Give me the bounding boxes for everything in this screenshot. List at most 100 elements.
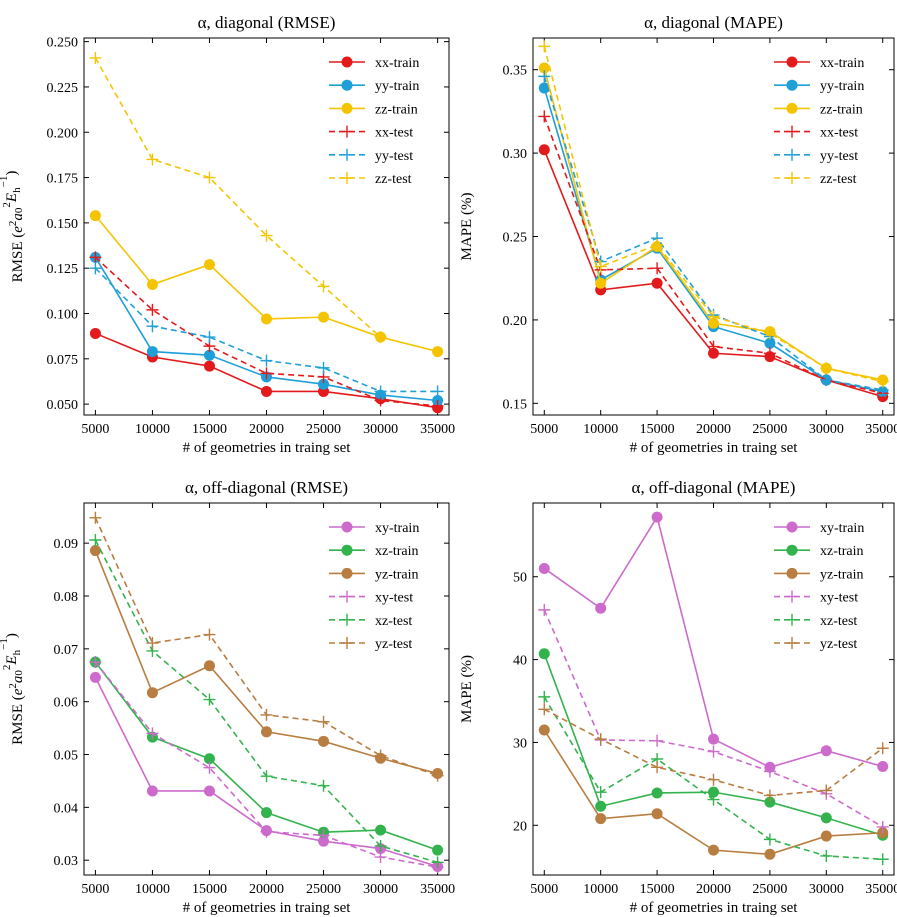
legend-marker <box>341 590 353 603</box>
legend-label: zz-test <box>820 172 857 187</box>
data-point-xy-test <box>89 656 102 669</box>
legend-marker <box>786 172 798 184</box>
legend-label: xx-train <box>820 56 864 71</box>
y-tick-label: 0.050 <box>47 398 79 413</box>
data-point-zz-test <box>820 362 833 375</box>
legend-label: zz-test <box>375 172 412 187</box>
legend-marker <box>341 172 353 184</box>
y-tick-label: 0.09 <box>54 537 79 552</box>
data-point-yz-train <box>203 660 215 672</box>
data-point-zz-test <box>876 375 889 388</box>
y-tick-label: 0.35 <box>503 64 528 79</box>
data-point-xx-test <box>146 303 159 316</box>
data-point-zz-test <box>260 229 273 242</box>
data-point-xz-test <box>431 856 444 869</box>
data-point-zz-test <box>203 171 216 184</box>
legend-marker <box>786 79 798 91</box>
data-point-xy-train <box>820 745 832 757</box>
x-tick-label: 15000 <box>192 882 227 897</box>
data-point-xx-train <box>89 327 101 339</box>
data-point-yz-test <box>146 637 159 650</box>
chart-panel-3: α, off-diagonal (RMSE) 5000 10000 15000 2000… <box>0 478 455 916</box>
x-tick-label: 30000 <box>363 422 398 437</box>
data-point-yz-train <box>538 724 550 736</box>
x-tick-label: 25000 <box>752 422 787 437</box>
data-point-xz-test <box>820 849 833 862</box>
y-axis-unit-part: E <box>4 655 20 665</box>
data-point-zz-train <box>146 279 158 290</box>
data-point-zz-test <box>594 260 607 273</box>
legend-marker <box>341 544 353 556</box>
series-zz-test <box>89 51 387 344</box>
data-point-yz-train <box>89 545 101 557</box>
legend-marker <box>786 148 798 161</box>
y-tick-label: 0.03 <box>54 854 79 869</box>
y-tick-label: 40 <box>513 654 527 669</box>
axes-frame <box>532 37 895 416</box>
data-point-yy-train <box>538 82 550 94</box>
axes-frame <box>83 37 450 416</box>
legend-label: xx-train <box>375 56 419 71</box>
x-axis-label: # of geometries in traing set <box>630 900 799 916</box>
data-point-xx-train <box>261 385 272 397</box>
y-axis-unit-part: 2 <box>7 221 19 227</box>
legend-marker <box>786 56 798 68</box>
data-point-yy-test <box>146 320 159 333</box>
legend-label: xy-train <box>820 521 864 536</box>
data-point-xy-test <box>203 761 216 774</box>
y-tick-label: 20 <box>513 819 527 834</box>
data-point-zz-train <box>595 277 607 289</box>
series-yy-test <box>89 262 444 398</box>
data-point-yy-test <box>538 70 551 83</box>
y-tick-label: 0.20 <box>503 314 528 329</box>
x-tick-label: 35000 <box>420 422 455 437</box>
data-point-yy-train <box>146 346 158 358</box>
y-axis-unit-part: ( <box>10 233 26 242</box>
x-tick-label: 20000 <box>249 422 284 437</box>
y-tick-label: 0.15 <box>503 397 528 412</box>
x-axis-label: # of geometries in traing set <box>630 440 799 456</box>
legend-label: yz-test <box>820 637 857 652</box>
y-axis-unit-part: ( <box>10 695 26 704</box>
y-axis-unit-part: ) <box>4 633 20 638</box>
data-point-xz-train <box>820 812 832 824</box>
series-xy-test <box>89 656 444 874</box>
x-tick-label: 30000 <box>363 882 398 897</box>
data-point-zz-train <box>708 317 719 329</box>
data-point-xy-test <box>763 765 776 778</box>
data-point-xy-train <box>651 511 663 523</box>
y-tick-label: 50 <box>513 571 527 586</box>
data-point-xz-test <box>374 839 387 852</box>
data-point-xz-test <box>203 693 216 706</box>
y-tick-label: 0.200 <box>47 126 79 141</box>
y-tick-label: 0.05 <box>54 749 79 764</box>
chart-title: α, off-diagonal (RMSE) <box>185 478 348 497</box>
x-tick-label: 10000 <box>583 422 618 437</box>
x-tick-label: 25000 <box>306 422 341 437</box>
y-axis-label: MAPE (%) <box>459 193 475 261</box>
data-point-zz-train <box>318 311 330 323</box>
data-point-xx-test <box>651 262 664 275</box>
data-point-xz-train <box>538 648 550 660</box>
data-point-yy-test <box>820 373 833 386</box>
data-point-xy-test <box>260 825 273 838</box>
series-line-xx-test <box>94 256 438 407</box>
data-point-yy-train <box>764 337 776 349</box>
legend-marker <box>786 102 798 114</box>
data-point-zz-train <box>538 62 550 74</box>
legend-marker <box>786 637 798 649</box>
y-axis-label: RMSE (e2a02Eh−1) <box>0 633 26 745</box>
y-axis-label: MAPE (%) <box>459 655 475 723</box>
x-tick-label: 10000 <box>135 422 170 437</box>
data-point-xz-test <box>260 770 273 783</box>
y-tick-label: 0.150 <box>47 217 79 232</box>
data-point-yz-train <box>820 830 832 842</box>
legend-marker <box>341 567 353 579</box>
legend-label: yy-train <box>375 79 419 94</box>
series-yz-test <box>89 511 444 782</box>
y-tick-label: 0.225 <box>47 81 79 96</box>
y-axis-unit-part: a <box>10 213 26 221</box>
y-axis-unit-part: h <box>11 649 23 655</box>
series-xy-train <box>538 511 889 773</box>
